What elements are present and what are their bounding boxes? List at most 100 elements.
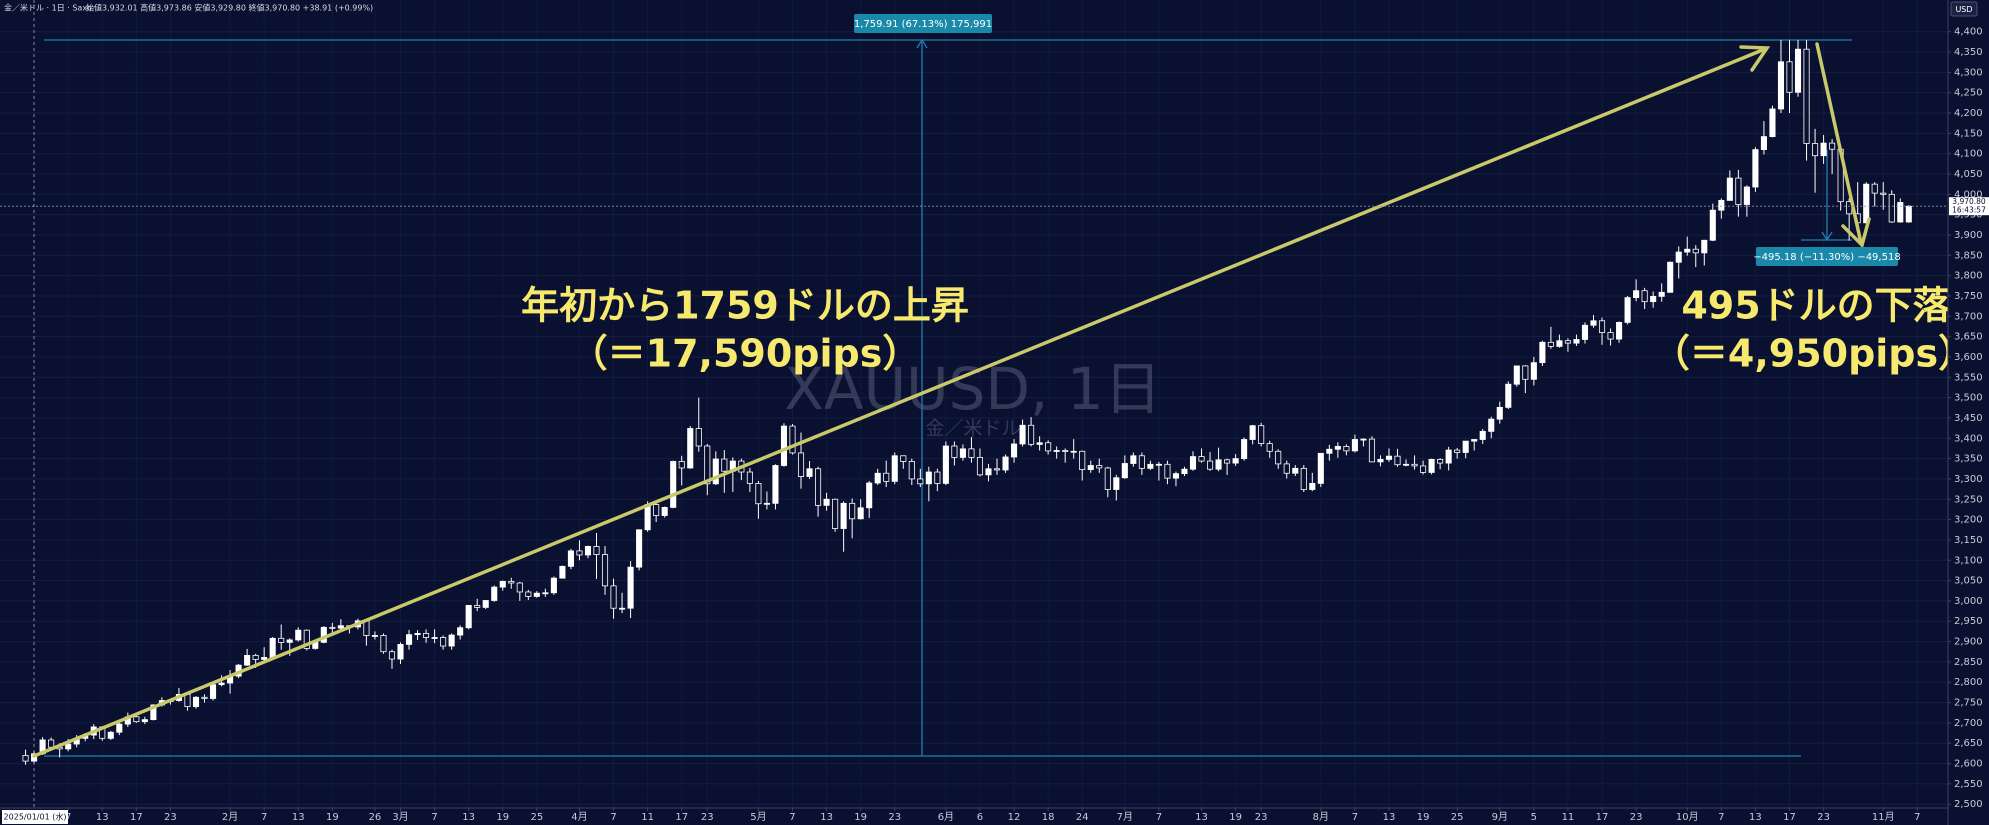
x-tick-label: 13 — [292, 812, 305, 823]
candle-body — [380, 635, 387, 653]
candle-body — [1675, 251, 1682, 263]
candle-body — [363, 620, 370, 636]
candle-body — [763, 502, 770, 505]
candle-body — [985, 468, 992, 476]
candle-body — [1794, 48, 1802, 93]
candle-body — [1513, 365, 1520, 385]
y-tick-label: 3,700 — [1954, 311, 1983, 322]
x-tick-label: 3月 — [392, 811, 408, 823]
watermark: XAUUSD, 1日 — [784, 355, 1162, 423]
x-tick-label: 7 — [1718, 812, 1724, 823]
candle-body — [934, 471, 941, 484]
candle-body — [908, 461, 915, 480]
x-tick-label: 19 — [1229, 812, 1242, 823]
y-tick-label: 4,250 — [1954, 88, 1983, 99]
y-tick-label: 2,850 — [1954, 657, 1983, 668]
candle-body — [712, 458, 719, 485]
candle-body — [1087, 465, 1094, 470]
candle-body — [1871, 183, 1878, 194]
candle-body — [542, 592, 549, 595]
candle-body — [1547, 341, 1554, 347]
countdown: 16:43:57 — [1952, 206, 1986, 215]
candle-body — [721, 458, 728, 472]
crosshair-date-box — [2, 810, 68, 824]
candle-body — [1249, 425, 1256, 440]
y-tick-label: 3,100 — [1954, 555, 1983, 566]
x-tick-label: 7 — [789, 812, 795, 823]
y-tick-label: 4,200 — [1954, 108, 1983, 119]
x-tick-label: 7 — [610, 812, 616, 823]
candle-body — [687, 428, 694, 469]
x-tick-label: 13 — [1749, 812, 1762, 823]
candle-body — [116, 723, 123, 733]
y-tick-label: 2,950 — [1954, 616, 1983, 627]
candle-body — [1411, 463, 1418, 467]
candle-body — [1684, 248, 1691, 253]
candle-body — [1121, 463, 1128, 479]
candle-body — [993, 468, 1001, 471]
y-tick-label: 4,400 — [1954, 27, 1983, 38]
candle-body — [704, 445, 711, 485]
candle-body — [1539, 341, 1546, 364]
candle-body — [1258, 425, 1265, 444]
candle-body — [201, 696, 208, 699]
candle-body — [261, 657, 268, 660]
candle-body — [1172, 473, 1179, 479]
candle-body — [695, 428, 702, 447]
candle-body — [1266, 443, 1273, 452]
candle-body — [1181, 468, 1188, 475]
ohlc-header: 始値3,932.01 高値3,973.86 安値3,929.80 終値3,970… — [86, 3, 373, 13]
candle-body — [1888, 193, 1895, 223]
candle-body — [1079, 450, 1086, 470]
candle-body — [525, 591, 532, 597]
candle-body — [1454, 449, 1461, 453]
candle-body — [1096, 465, 1103, 469]
x-tick-label: 13 — [1195, 812, 1208, 823]
candle-body — [1658, 291, 1665, 297]
x-tick-label: 23 — [1255, 812, 1268, 823]
candle-body — [1863, 183, 1870, 224]
candle-body — [593, 546, 600, 555]
candle-body — [1437, 459, 1444, 464]
y-tick-label: 3,300 — [1954, 474, 1983, 485]
candle-body — [65, 743, 72, 750]
candle-body — [559, 565, 566, 579]
candle-body — [1598, 320, 1606, 333]
x-tick-label: 8月 — [1313, 811, 1329, 823]
candle-body — [1905, 205, 1912, 223]
y-tick-label: 4,000 — [1954, 189, 1983, 200]
x-tick-label: 19 — [496, 812, 509, 823]
candle-body — [329, 626, 336, 629]
trend-arrows — [32, 42, 1871, 758]
candle-body — [840, 502, 847, 529]
y-tick-label: 2,700 — [1954, 718, 1983, 729]
candle-body — [1232, 458, 1239, 464]
candle-body — [1786, 61, 1793, 93]
x-tick-label: 12 — [1008, 812, 1021, 823]
candle-body — [1275, 450, 1282, 465]
x-tick-label: 19 — [854, 812, 867, 823]
y-tick-label: 3,500 — [1954, 393, 1983, 404]
x-tick-label: 7 — [261, 812, 267, 823]
y-tick-label: 4,050 — [1954, 169, 1983, 180]
x-tick-label: 24 — [1076, 812, 1089, 823]
watermark-sub: 金／米ドル — [925, 418, 1020, 440]
candle-body — [1198, 456, 1205, 462]
candle-body — [1701, 239, 1708, 254]
candle-body — [1428, 459, 1435, 473]
x-tick-label: 5月 — [750, 811, 766, 823]
candle-body — [968, 448, 975, 458]
y-tick-label: 3,600 — [1954, 352, 1983, 363]
candle-body — [1070, 450, 1077, 453]
y-tick-label: 3,200 — [1954, 515, 1983, 526]
candle-body — [1420, 465, 1427, 473]
candle-body — [1326, 448, 1333, 454]
crosshair-date: 2025/01/01 (水) — [4, 812, 67, 822]
candle-body — [661, 506, 668, 516]
x-tick-label: 13 — [462, 812, 475, 823]
x-tick-label: 25 — [530, 812, 543, 823]
candle-body — [244, 654, 251, 666]
x-tick-label: 25 — [1451, 812, 1464, 823]
last-price-box — [1949, 197, 1989, 216]
